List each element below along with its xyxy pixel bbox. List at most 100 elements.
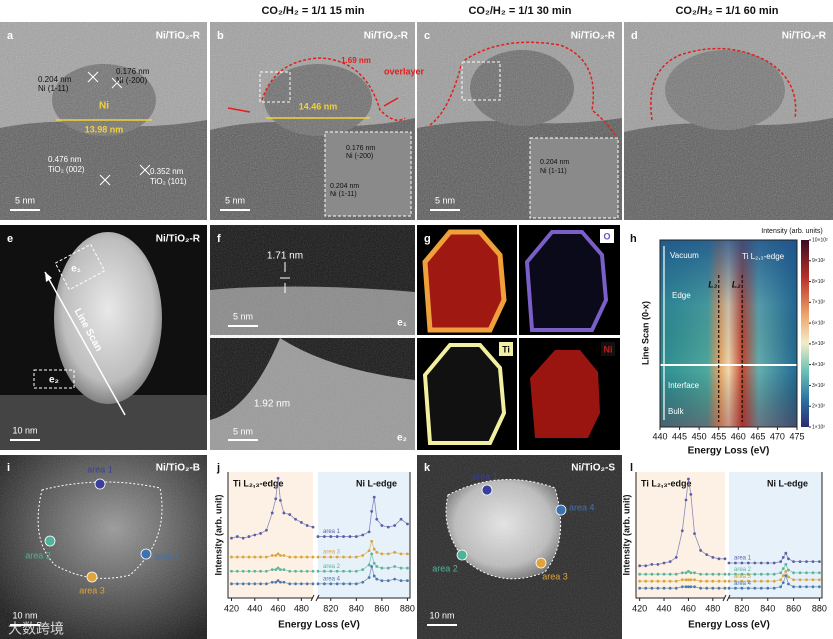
spectrum-point: [689, 585, 693, 589]
plot-frame: [659, 239, 798, 428]
spectrum-point: [674, 556, 678, 559]
spectrum-point: [693, 571, 696, 575]
map-label-box: [600, 229, 614, 243]
spectrum-point: [380, 552, 384, 556]
label: 480: [705, 603, 720, 613]
panel-a-image: [0, 22, 207, 220]
label: Ni/TiO₂-R: [156, 234, 201, 245]
spectrum-point: [668, 586, 672, 590]
label: TiO₂ (101): [150, 177, 187, 186]
label: k: [424, 462, 431, 474]
spectrum-point: [772, 579, 776, 583]
spectrum-point: [656, 586, 660, 590]
spectrum-point: [305, 582, 309, 586]
spectrum-point: [759, 572, 763, 576]
panel-b-image: [210, 22, 415, 220]
spectrum-point: [253, 582, 257, 586]
area-marker: [44, 535, 56, 547]
spectrum-point: [399, 552, 403, 556]
spectrum-point: [705, 572, 709, 576]
spectrum-point: [798, 560, 802, 563]
label: area 1: [323, 529, 341, 535]
spectrum-point: [798, 571, 802, 575]
spectrum-point: [723, 586, 727, 590]
spectrum-point: [311, 582, 315, 586]
spectrum-point: [717, 557, 721, 561]
label: a: [7, 30, 14, 42]
axis-break: [722, 594, 731, 602]
spectrum-point: [316, 535, 320, 538]
spectrum-point: [322, 535, 326, 538]
panel-k-image: [417, 455, 622, 639]
spectrum-point: [342, 582, 345, 586]
spectrum-point: [811, 571, 815, 575]
spectrum-point: [734, 586, 737, 590]
label: 0.352 nm: [150, 167, 184, 176]
spectrum-point: [361, 580, 365, 584]
area-marker: [94, 478, 106, 490]
spectrum-point: [361, 554, 365, 557]
label: 13.98 nm: [85, 124, 124, 134]
spectrum-point: [342, 535, 345, 538]
label: 1.69 nm: [341, 56, 371, 65]
label: Intensity (arb. units): [761, 228, 822, 235]
spectrum-point: [380, 566, 384, 570]
spectrum-point: [711, 579, 715, 583]
spectrum-point: [779, 585, 783, 589]
label: Ti: [502, 344, 510, 354]
spectrum-point: [662, 579, 666, 583]
spectrum-point: [367, 530, 371, 534]
spectrum-point: [274, 554, 278, 557]
spectrum-point: [230, 569, 233, 573]
spectrum-point: [772, 586, 776, 590]
panel-g-maps: [417, 225, 620, 450]
spectrum-point: [674, 572, 678, 576]
spectrum-point: [399, 579, 403, 583]
spectrum-point: [253, 569, 257, 573]
label: b: [217, 30, 224, 42]
label: 5 nm: [15, 195, 35, 205]
label: 7×10²: [812, 300, 825, 306]
spectrum-point: [746, 572, 750, 576]
spectrum-point: [746, 561, 750, 565]
label: 6×10²: [812, 320, 825, 326]
spectrum-point: [276, 476, 280, 480]
spectrum-point: [270, 580, 274, 584]
area-marker: [481, 484, 493, 496]
spectrum-point: [787, 575, 790, 579]
spectrum-point: [784, 570, 788, 573]
spectrum-point: [650, 563, 654, 566]
label: h: [630, 233, 637, 245]
spectrum-point: [278, 554, 282, 557]
spectrum-point: [316, 582, 320, 586]
area-marker: [140, 548, 152, 560]
spectrum-point: [370, 539, 374, 543]
spectrum-point: [354, 555, 358, 559]
spectrum-point: [680, 578, 684, 582]
spectrum-point: [693, 532, 696, 535]
spectrum-point: [372, 547, 376, 551]
spectrum-point: [316, 555, 320, 559]
spectrum-point: [680, 585, 684, 589]
label: 480: [294, 603, 309, 613]
spectrum-point: [684, 578, 688, 582]
spectrum-point: [361, 568, 365, 572]
spectrum-point: [311, 555, 315, 559]
label: 2×10²: [812, 404, 825, 410]
spectrum-point: [270, 568, 274, 572]
spectrum-point: [644, 564, 648, 568]
label: Ni: [604, 344, 613, 354]
spectrum-point: [294, 555, 297, 559]
spectrum-point: [274, 568, 278, 572]
spectrum-point: [693, 585, 696, 589]
spectrum-point: [311, 525, 315, 529]
spectrum-point: [265, 555, 268, 559]
spectrum-point: [393, 565, 397, 568]
spectrum-point: [247, 535, 251, 538]
label: 4×10²: [812, 362, 825, 368]
spectrum-point: [270, 511, 274, 515]
label: 0.476 nm: [48, 155, 82, 164]
label: 450: [692, 431, 707, 441]
label: 465: [750, 431, 765, 441]
label: 0.204 nm: [38, 75, 72, 84]
